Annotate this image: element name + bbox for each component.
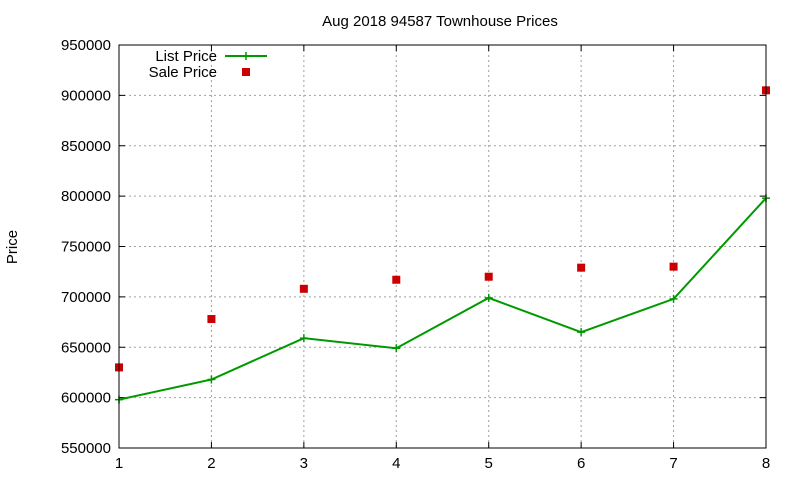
- data-point-list-price: [392, 344, 401, 353]
- legend-marker: [242, 68, 250, 76]
- x-tick-label: 5: [485, 455, 493, 472]
- y-tick-label: 950000: [61, 37, 111, 54]
- data-point-list-price: [669, 294, 678, 303]
- y-tick-label: 650000: [61, 339, 111, 356]
- legend-label: Sale Price: [149, 64, 217, 81]
- legend-label: List Price: [155, 48, 217, 65]
- data-point-list-price: [484, 293, 493, 302]
- series-line-list-price: [118, 197, 767, 401]
- x-tick-label: 3: [300, 455, 308, 472]
- plot-frame: [118, 44, 767, 449]
- y-tick-label: 750000: [61, 239, 111, 256]
- grid-lines: [119, 45, 766, 448]
- y-tick-label: 850000: [61, 138, 111, 155]
- data-point-sale-price: [484, 272, 493, 281]
- data-point-sale-price: [299, 284, 308, 293]
- data-point-sale-price: [669, 262, 678, 271]
- y-axis-label: Price: [4, 230, 21, 264]
- x-tick-label: 6: [577, 455, 585, 472]
- data-point-sale-price: [392, 275, 401, 284]
- y-tick-label: 600000: [61, 390, 111, 407]
- data-point-sale-price: [577, 263, 586, 272]
- data-point-list-price: [207, 375, 216, 384]
- x-tick-label: 8: [762, 455, 770, 472]
- data-point-list-price: [577, 328, 586, 337]
- x-tick-label: 2: [207, 455, 215, 472]
- y-tick-label: 800000: [61, 188, 111, 205]
- x-tick-label: 1: [115, 455, 123, 472]
- legend-marker: [242, 52, 250, 60]
- x-tick-label: 7: [669, 455, 677, 472]
- y-tick-label: 700000: [61, 289, 111, 306]
- series-layer: [115, 86, 770, 404]
- axis-ticks: 550000 600000 650000 700000 750000 800000 8500…: [61, 37, 770, 472]
- data-point-sale-price: [207, 315, 216, 324]
- x-tick-label: 4: [392, 455, 400, 472]
- y-tick-label: 900000: [61, 87, 111, 104]
- chart-title: Aug 2018 94587 Townhouse Prices: [322, 13, 558, 30]
- data-point-list-price: [299, 334, 308, 343]
- y-tick-label: 550000: [61, 440, 111, 457]
